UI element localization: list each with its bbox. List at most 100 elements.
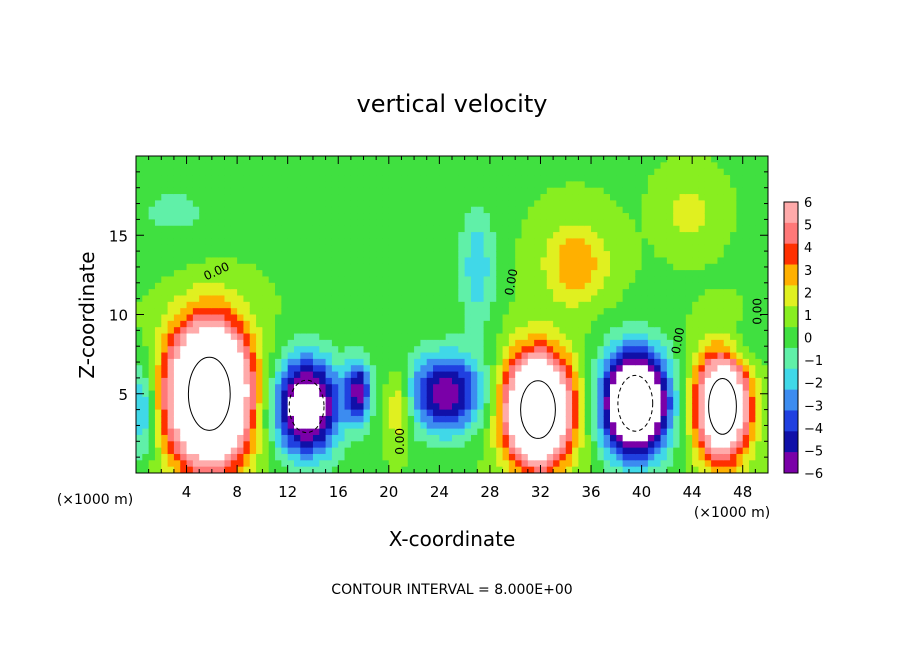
field-cell <box>338 415 346 423</box>
field-cell <box>641 320 649 328</box>
field-cell <box>306 263 314 271</box>
field-cell <box>218 447 226 455</box>
field-cell <box>458 453 466 461</box>
field-cell <box>262 162 270 170</box>
field-cell <box>666 327 674 335</box>
field-cell <box>654 390 662 398</box>
field-cell <box>249 466 257 473</box>
field-cell <box>711 289 719 297</box>
field-cell <box>256 320 263 328</box>
field-cell <box>401 270 409 278</box>
field-cell <box>230 358 238 366</box>
field-cell <box>761 187 768 195</box>
field-cell <box>546 422 554 430</box>
field-cell <box>521 181 529 189</box>
field-cell <box>218 244 226 252</box>
field-cell <box>407 175 415 182</box>
field-cell <box>136 377 143 385</box>
field-cell <box>527 289 535 297</box>
field-cell <box>565 289 573 297</box>
field-cell <box>628 314 636 322</box>
field-cell <box>199 251 207 259</box>
field-cell <box>376 333 384 341</box>
field-cell <box>382 181 390 189</box>
field-cell <box>154 320 162 328</box>
field-cell <box>464 365 472 373</box>
field-cell <box>173 428 181 436</box>
field-cell <box>591 213 598 220</box>
field-cell <box>192 327 200 335</box>
field-cell <box>515 352 523 360</box>
field-cell <box>148 453 156 461</box>
field-cell <box>154 156 162 163</box>
field-cell <box>344 441 352 449</box>
field-cell <box>616 162 624 170</box>
field-cell <box>647 441 655 449</box>
field-cell <box>426 415 434 423</box>
field-cell <box>148 384 156 392</box>
field-cell <box>369 371 377 379</box>
field-cell <box>401 225 409 233</box>
field-cell <box>224 358 232 366</box>
field-cell <box>281 409 289 417</box>
field-cell <box>331 453 339 461</box>
field-cell <box>420 276 428 284</box>
field-cell <box>192 333 200 341</box>
field-cell <box>578 168 586 176</box>
field-cell <box>287 434 295 442</box>
field-cell <box>704 232 712 240</box>
field-cell <box>521 213 529 220</box>
field-cell <box>477 213 485 220</box>
field-cell <box>205 428 213 436</box>
field-cell <box>711 434 719 442</box>
field-cell <box>578 219 586 227</box>
field-cell <box>414 219 421 227</box>
field-cell <box>445 162 453 170</box>
field-cell <box>628 301 636 309</box>
field-cell <box>249 225 257 233</box>
field-cell <box>679 377 687 385</box>
field-cell <box>553 346 561 354</box>
field-cell <box>711 371 719 379</box>
field-cell <box>224 162 232 170</box>
field-cell <box>268 156 276 163</box>
field-cell <box>736 320 744 328</box>
field-cell <box>142 162 150 170</box>
field-cell <box>654 257 662 265</box>
field-cell <box>711 415 719 423</box>
field-cell <box>142 257 150 265</box>
field-cell <box>376 365 384 373</box>
field-cell <box>559 320 567 328</box>
field-cell <box>464 460 472 468</box>
field-cell <box>205 168 213 176</box>
field-cell <box>622 175 630 182</box>
field-cell <box>464 289 472 297</box>
field-cell <box>395 251 403 259</box>
field-cell <box>692 219 700 227</box>
field-cell <box>628 213 636 220</box>
field-cell <box>445 187 453 195</box>
field-cell <box>685 358 693 366</box>
field-cell <box>268 333 276 341</box>
field-cell <box>515 219 523 227</box>
field-cell <box>692 301 700 309</box>
field-cell <box>470 295 478 303</box>
field-cell <box>452 257 459 265</box>
field-cell <box>628 232 636 240</box>
field-cell <box>218 384 226 392</box>
field-cell <box>167 301 175 309</box>
field-cell <box>312 282 320 290</box>
field-cell <box>749 466 756 473</box>
field-cell <box>540 276 548 284</box>
field-cell <box>199 466 207 473</box>
field-cell <box>736 187 744 195</box>
field-cell <box>363 422 371 430</box>
field-cell <box>230 263 238 271</box>
field-cell <box>628 396 636 404</box>
field-cell <box>730 415 737 423</box>
field-cell <box>666 244 674 252</box>
field-cell <box>591 358 598 366</box>
field-cell <box>742 232 750 240</box>
field-cell <box>249 206 257 214</box>
field-cell <box>161 339 169 347</box>
